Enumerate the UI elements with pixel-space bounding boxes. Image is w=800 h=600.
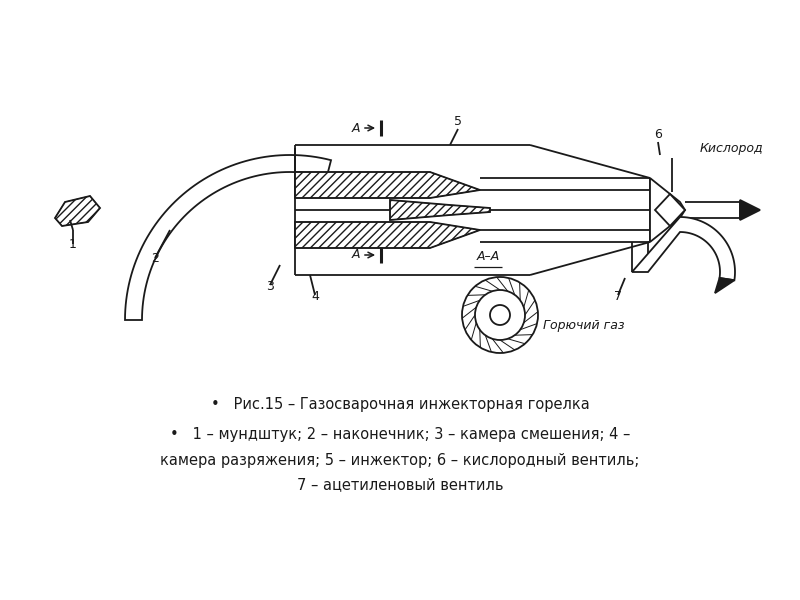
Text: 4: 4 bbox=[311, 290, 319, 303]
Text: Горючий газ: Горючий газ bbox=[543, 319, 625, 331]
Polygon shape bbox=[715, 278, 734, 293]
Polygon shape bbox=[632, 217, 735, 280]
Text: 7 – ацетиленовый вентиль: 7 – ацетиленовый вентиль bbox=[297, 478, 503, 493]
Text: 6: 6 bbox=[654, 128, 662, 141]
Polygon shape bbox=[55, 196, 100, 226]
Polygon shape bbox=[655, 194, 685, 226]
Circle shape bbox=[475, 290, 525, 340]
Polygon shape bbox=[125, 155, 331, 320]
Polygon shape bbox=[740, 200, 760, 220]
Polygon shape bbox=[650, 178, 685, 242]
Text: 1: 1 bbox=[69, 238, 77, 251]
Text: 7: 7 bbox=[614, 290, 622, 303]
Polygon shape bbox=[295, 222, 480, 248]
Text: A: A bbox=[351, 121, 360, 134]
Text: 3: 3 bbox=[266, 280, 274, 293]
Polygon shape bbox=[295, 148, 480, 198]
Polygon shape bbox=[390, 200, 490, 220]
Text: A: A bbox=[351, 248, 360, 262]
Text: •   Рис.15 – Газосварочная инжекторная горелка: • Рис.15 – Газосварочная инжекторная гор… bbox=[210, 397, 590, 413]
Text: •   1 – мундштук; 2 – наконечник; 3 – камера смешения; 4 –: • 1 – мундштук; 2 – наконечник; 3 – каме… bbox=[170, 427, 630, 443]
Text: камера разряжения; 5 – инжектор; 6 – кислородный вентиль;: камера разряжения; 5 – инжектор; 6 – кис… bbox=[160, 452, 640, 467]
Text: Кислород: Кислород bbox=[700, 142, 764, 155]
Text: A–A: A–A bbox=[476, 250, 500, 263]
Text: 2: 2 bbox=[151, 252, 159, 265]
Text: 5: 5 bbox=[454, 115, 462, 128]
